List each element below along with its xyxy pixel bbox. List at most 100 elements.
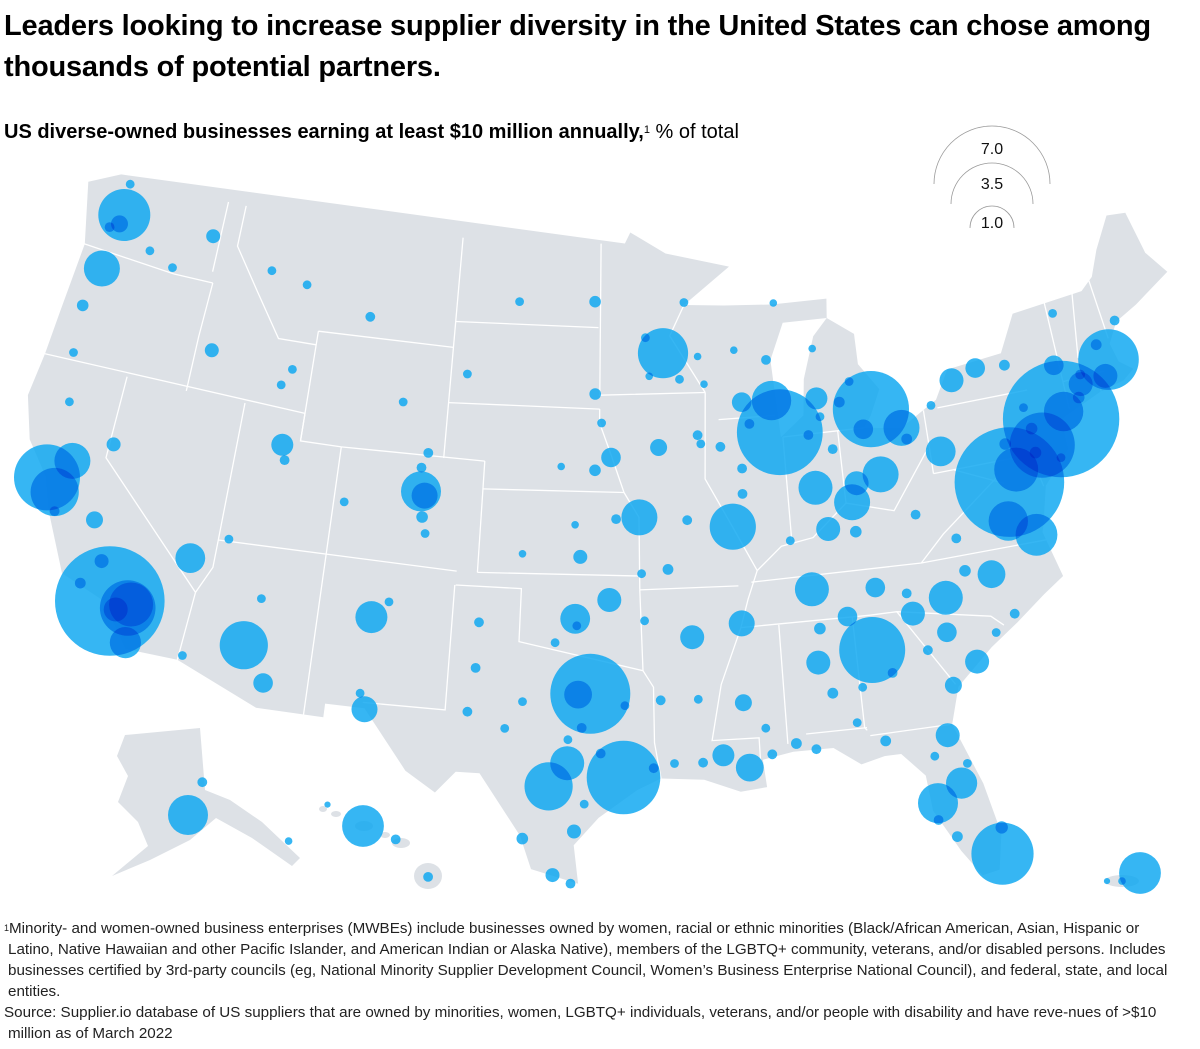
city-bubble	[751, 380, 792, 421]
state-border	[482, 488, 625, 494]
city-bubble	[1009, 608, 1020, 619]
city-bubble	[518, 550, 527, 558]
city-bubble	[712, 744, 735, 767]
city-bubble	[814, 622, 826, 635]
city-bubble	[620, 701, 630, 711]
city-bubble	[963, 759, 972, 768]
city-bubble	[518, 697, 527, 706]
city-bubble	[1044, 355, 1064, 376]
city-bubble	[384, 597, 394, 607]
city-bubble	[928, 580, 963, 615]
city-bubble	[637, 328, 689, 379]
city-bubble	[86, 511, 103, 529]
state-border	[318, 330, 454, 349]
city-bubble	[805, 387, 828, 410]
city-bubble	[637, 569, 646, 579]
city-bubble	[698, 757, 708, 768]
city-bubble	[965, 358, 985, 378]
state-border	[778, 624, 789, 744]
city-bubble	[563, 735, 573, 745]
city-bubble	[416, 462, 427, 473]
city-bubble	[977, 560, 1006, 589]
city-bubble	[930, 751, 940, 761]
city-bubble	[611, 514, 621, 524]
size-legend: 7.0 3.5 1.0	[933, 125, 1051, 232]
city-bubble	[589, 295, 601, 308]
state-border	[806, 726, 868, 735]
city-bubble	[939, 368, 964, 393]
city-bubble	[224, 534, 234, 544]
city-bubble	[696, 439, 706, 449]
city-bubble	[734, 694, 752, 712]
city-bubble	[339, 497, 349, 507]
legend-arc-7	[933, 125, 1051, 185]
city-bubble	[586, 740, 661, 815]
subtitle-unit: % of total	[649, 121, 739, 143]
source-note: Source: Supplier.io database of US suppl…	[4, 1004, 1157, 1042]
state-border	[448, 401, 600, 410]
city-bubble	[641, 333, 650, 343]
city-bubble	[267, 266, 277, 276]
city-bubble	[76, 299, 89, 312]
city-bubble	[1093, 363, 1118, 388]
hawaii-bubble	[342, 805, 384, 847]
city-bubble	[692, 430, 703, 441]
city-bubble	[769, 299, 778, 307]
city-bubble	[74, 577, 86, 589]
city-bubble	[411, 482, 438, 509]
city-bubble	[645, 372, 653, 381]
city-bubble	[1068, 372, 1093, 397]
city-bubble	[204, 343, 219, 358]
city-bubble	[1075, 369, 1086, 380]
city-bubble	[791, 738, 802, 749]
city-bubble	[253, 673, 273, 693]
city-bubble	[474, 617, 484, 628]
city-bubble	[850, 525, 862, 538]
city-bubble	[621, 499, 658, 536]
city-bubble	[662, 564, 674, 575]
city-bubble	[103, 597, 128, 622]
city-bubble	[935, 723, 960, 748]
footnotes: 1Minority- and women-owned business ente…	[4, 918, 1174, 1044]
city-bubble	[106, 437, 121, 452]
city-bubble	[761, 355, 771, 365]
legend-arc-1	[969, 205, 1015, 229]
city-bubble	[1025, 422, 1038, 435]
city-bubble	[853, 419, 874, 440]
city-bubble	[1090, 339, 1102, 351]
city-bubble	[767, 749, 778, 760]
city-bubble	[965, 649, 990, 674]
legend-label-3-5: 3.5	[981, 176, 1003, 193]
city-bubble	[601, 447, 621, 468]
city-bubble	[910, 509, 921, 520]
city-bubble	[858, 682, 868, 692]
city-bubble	[737, 489, 748, 499]
city-bubble	[423, 448, 434, 458]
city-bubble	[104, 222, 115, 233]
city-bubble	[730, 346, 738, 355]
city-bubble	[794, 572, 829, 607]
state-border	[1071, 293, 1079, 358]
city-bubble	[844, 377, 854, 386]
state-border	[194, 539, 219, 593]
city-bubble	[355, 688, 365, 698]
state-border	[477, 571, 640, 577]
city-bubble	[670, 759, 679, 768]
city-bubble	[597, 418, 606, 428]
city-bubble	[416, 511, 428, 523]
city-bubble	[145, 246, 155, 256]
puerto-rico-bubble	[1119, 852, 1161, 894]
city-bubble	[728, 610, 755, 637]
us-bubble-map: 7.0 3.5 1.0	[14, 125, 1168, 894]
hawaii-island	[331, 811, 341, 817]
city-bubble	[462, 706, 473, 717]
city-bubble	[648, 763, 659, 774]
hawaii-bubble	[390, 834, 401, 845]
city-bubble	[98, 189, 151, 241]
state-border	[299, 331, 320, 442]
city-bubble	[731, 392, 752, 413]
city-bubble	[925, 436, 956, 467]
city-bubble	[933, 815, 944, 825]
city-bubble	[844, 471, 869, 496]
city-bubble	[806, 650, 831, 675]
